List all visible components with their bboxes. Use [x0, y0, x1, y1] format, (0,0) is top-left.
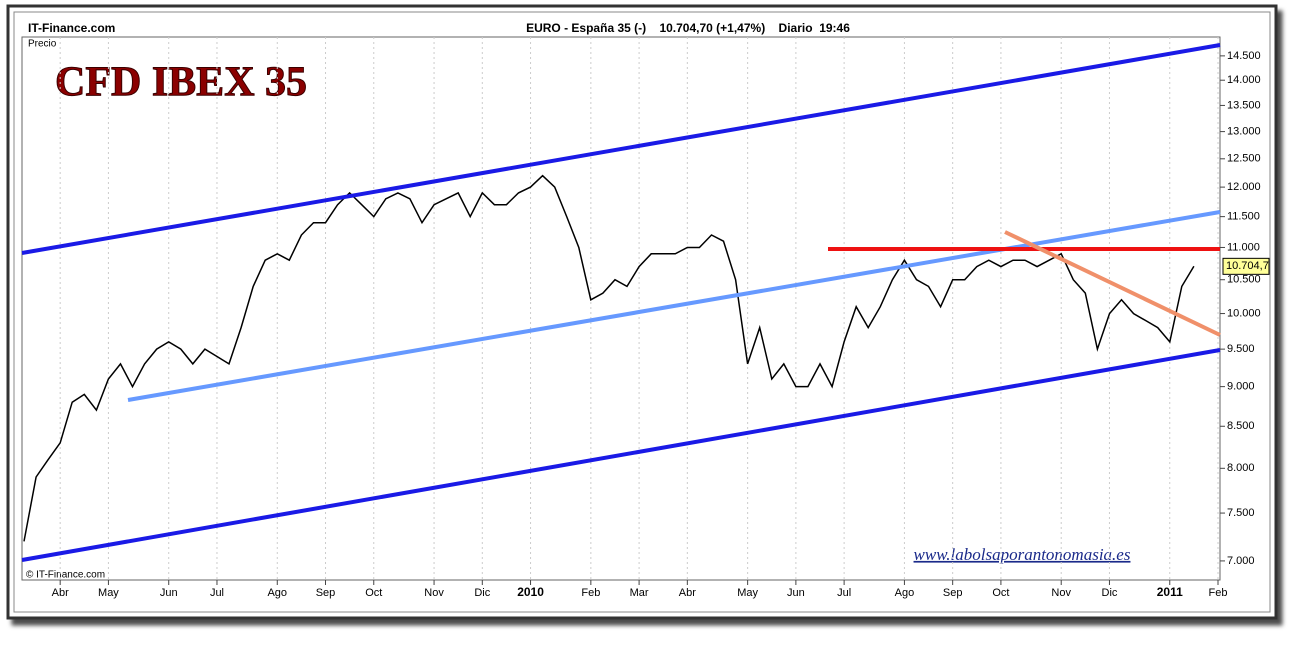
y-tick-label: 8.000 — [1227, 462, 1255, 474]
x-tick-label: Ago — [895, 587, 915, 599]
y-tick-label: 14.500 — [1227, 50, 1261, 62]
y-tick-label: 9.000 — [1227, 381, 1255, 393]
axis-label: Precio — [28, 39, 57, 50]
watermark[interactable]: www.labolsaporantonomasia.es — [914, 545, 1131, 564]
trend-line — [127, 210, 1221, 402]
y-tick-label: 12.500 — [1227, 153, 1261, 165]
trend-line — [21, 348, 1221, 562]
copyright: © IT-Finance.com — [26, 570, 105, 581]
y-tick-label: 12.000 — [1227, 181, 1261, 193]
y-tick-label: 7.000 — [1227, 555, 1255, 567]
header: EURO - España 35 (-) 10.704,70 (+1,47%) … — [526, 21, 850, 35]
x-tick-label: Jul — [210, 587, 224, 599]
x-tick-label: May — [98, 587, 119, 599]
y-tick-label: 10.000 — [1227, 307, 1261, 319]
x-tick-label: Ago — [267, 587, 287, 599]
x-tick-label: Jun — [787, 587, 805, 599]
price-line — [23, 174, 1195, 542]
trend-line — [21, 43, 1221, 255]
y-tick-label: 11.000 — [1227, 241, 1260, 253]
y-tick-label: 13.000 — [1227, 126, 1261, 138]
last-price-box — [1222, 257, 1270, 275]
trend-line — [1004, 230, 1221, 337]
x-tick-label: Feb — [1209, 587, 1228, 599]
site-name: IT-Finance.com — [28, 21, 115, 35]
x-tick-label: Dic — [1102, 587, 1118, 599]
x-tick-label: Jul — [837, 587, 851, 599]
x-tick-label: May — [737, 587, 758, 599]
y-tick-label: 10.500 — [1227, 274, 1261, 286]
y-tick-label: 7.500 — [1227, 507, 1255, 519]
x-tick-label: Feb — [581, 587, 600, 599]
y-tick-label: 13.500 — [1227, 99, 1261, 111]
last-price-label: 10.704,7 — [1226, 260, 1269, 272]
x-tick-label: Dic — [474, 587, 490, 599]
y-tick-label: 14.000 — [1227, 74, 1261, 86]
x-tick-label: Sep — [316, 587, 336, 599]
x-tick-label: Oct — [365, 587, 382, 599]
x-tick-label: 2011 — [1157, 585, 1183, 599]
x-tick-label: Sep — [943, 587, 963, 599]
y-tick-label: 8.500 — [1227, 420, 1255, 432]
x-tick-label: 2010 — [517, 585, 544, 599]
marks — [23, 37, 1219, 580]
x-tick-label: Oct — [992, 587, 1009, 599]
x-tick-label: Jun — [160, 587, 178, 599]
x-tick-label: Nov — [1051, 587, 1071, 599]
chart-title: CFD IBEX 35 — [55, 60, 307, 106]
x-tick-label: Abr — [679, 587, 696, 599]
y-tick-label: 9.500 — [1227, 343, 1255, 355]
x-tick-label: Abr — [52, 587, 69, 599]
x-tick-label: Mar — [630, 587, 649, 599]
x-tick-label: Nov — [424, 587, 444, 599]
y-tick-label: 11.500 — [1227, 211, 1260, 223]
plot-area — [21, 36, 1221, 581]
